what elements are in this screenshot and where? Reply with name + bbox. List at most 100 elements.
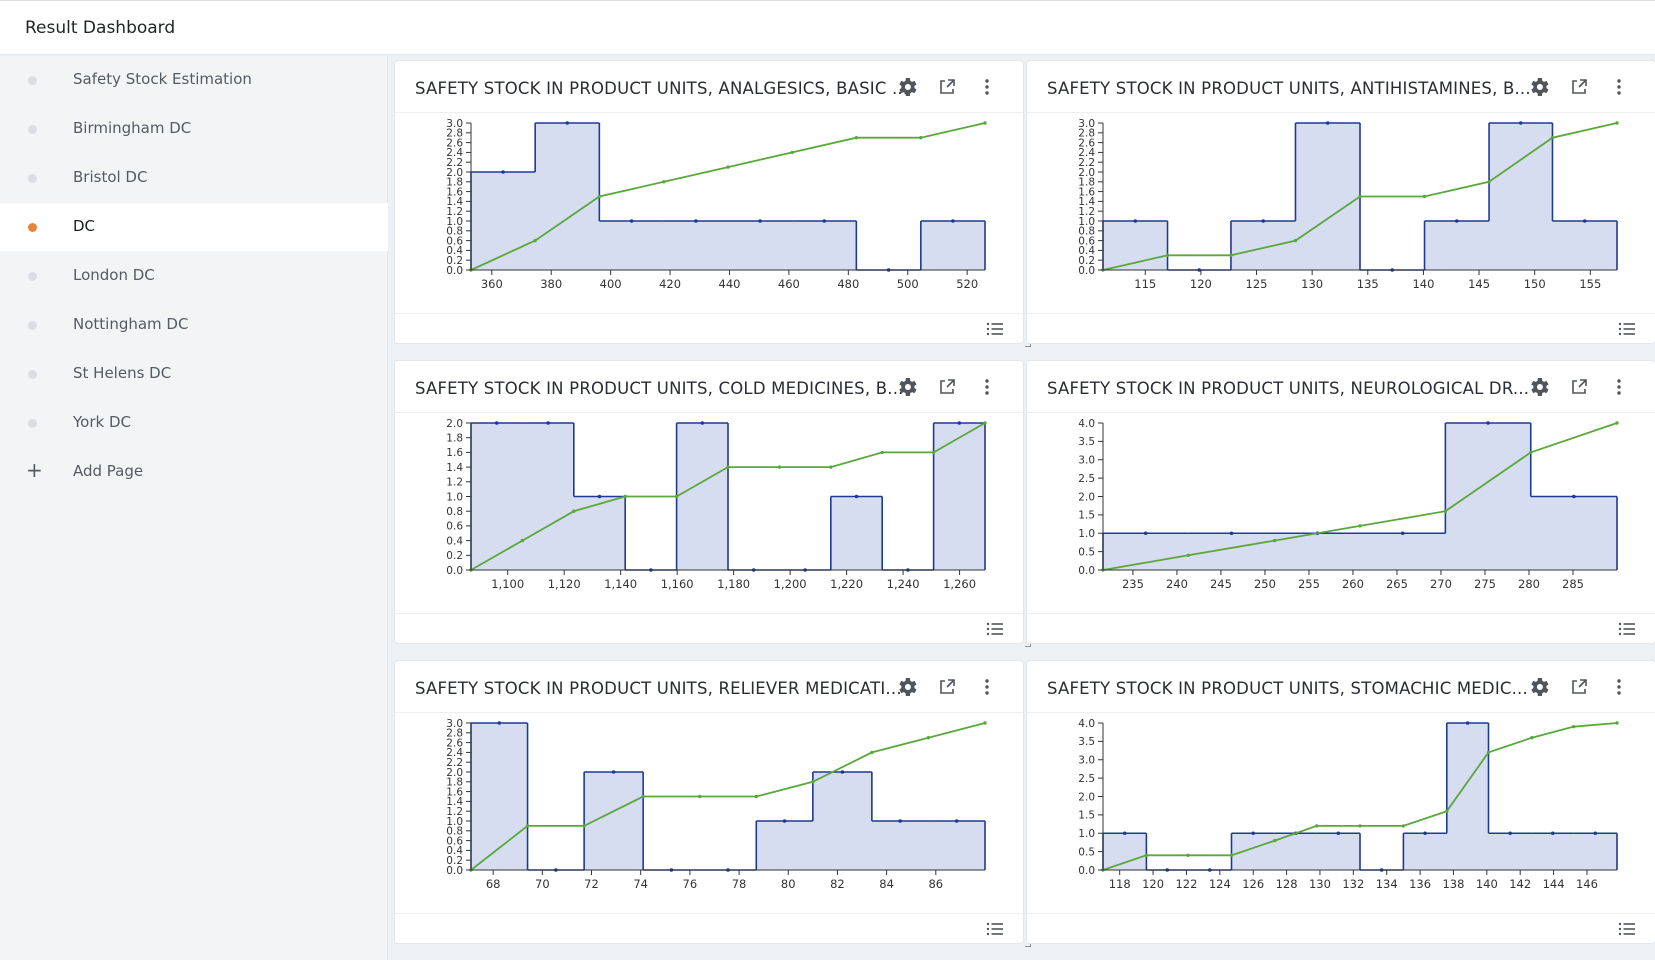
x-tick-label: 140 bbox=[1476, 877, 1498, 891]
cumulative-point bbox=[1571, 724, 1576, 729]
x-tick-label: 140 bbox=[1412, 277, 1434, 291]
x-tick-label: 255 bbox=[1298, 577, 1320, 591]
list-icon[interactable] bbox=[985, 319, 1005, 339]
x-tick-label: 400 bbox=[600, 277, 622, 291]
x-tick-label: 280 bbox=[1518, 577, 1540, 591]
list-icon[interactable] bbox=[1617, 919, 1637, 939]
sidebar-item-dc[interactable]: DC bbox=[0, 203, 388, 251]
gear-icon[interactable] bbox=[895, 375, 919, 399]
more-vertical-icon[interactable] bbox=[975, 75, 999, 99]
y-tick-label: 0.2 bbox=[446, 255, 463, 267]
gear-icon[interactable] bbox=[895, 75, 919, 99]
cumulative-point bbox=[1186, 553, 1191, 557]
sidebar-item-label: Safety Stock Estimation bbox=[73, 70, 252, 88]
expand-icon[interactable] bbox=[1567, 75, 1591, 99]
panel-title: SAFETY STOCK IN PRODUCT UNITS, ANALGESIC… bbox=[415, 79, 909, 98]
sidebar-item-label: Nottingham DC bbox=[73, 315, 189, 333]
x-tick-label: 460 bbox=[778, 277, 800, 291]
chart-panel: SAFETY STOCK IN PRODUCT UNITS, ANTIHISTA… bbox=[1027, 61, 1655, 343]
more-vertical-icon[interactable] bbox=[1607, 75, 1631, 99]
expand-icon[interactable] bbox=[1567, 675, 1591, 699]
x-tick-label: 480 bbox=[837, 277, 859, 291]
y-tick-label: 0.8 bbox=[446, 506, 463, 518]
histogram-bin bbox=[583, 770, 644, 870]
x-tick-label: 144 bbox=[1543, 877, 1565, 891]
x-tick-label: 1,160 bbox=[661, 577, 694, 591]
more-vertical-icon[interactable] bbox=[1607, 375, 1631, 399]
more-vertical-icon[interactable] bbox=[1607, 675, 1631, 699]
gear-icon[interactable] bbox=[1527, 675, 1551, 699]
more-vertical-icon[interactable] bbox=[975, 375, 999, 399]
x-tick-label: 440 bbox=[719, 277, 741, 291]
list-icon[interactable] bbox=[1617, 319, 1637, 339]
expand-icon[interactable] bbox=[1567, 375, 1591, 399]
y-tick-label: 3.0 bbox=[446, 118, 463, 130]
x-tick-label: 260 bbox=[1342, 577, 1364, 591]
sidebar-item-nottingham-dc[interactable]: Nottingham DC bbox=[0, 301, 388, 349]
cumulative-point bbox=[1273, 838, 1277, 843]
gear-icon[interactable] bbox=[1527, 75, 1551, 99]
add-page-button[interactable]: + Add Page bbox=[0, 448, 388, 496]
expand-icon[interactable] bbox=[935, 375, 959, 399]
y-tick-label: 2.6 bbox=[446, 137, 463, 149]
chart-svg: 360 380 400 420 440 460 480 500 520 0.00.20.40.60… bbox=[446, 118, 987, 291]
x-tick-label: 120 bbox=[1190, 277, 1212, 291]
y-tick-label: 2.2 bbox=[1078, 157, 1095, 169]
y-tick-label: 0.6 bbox=[446, 235, 463, 247]
cumulative-point bbox=[1358, 194, 1362, 199]
sidebar-item-birmingham-dc[interactable]: Birmingham DC bbox=[0, 105, 388, 153]
cumulative-point bbox=[525, 824, 530, 828]
y-tick-label: 2.5 bbox=[1078, 773, 1095, 785]
y-tick-label: 1.6 bbox=[1078, 186, 1095, 198]
resize-handle[interactable] bbox=[1025, 941, 1031, 947]
sidebar-item-bristol-dc[interactable]: Bristol DC bbox=[0, 154, 388, 202]
cumulative-point bbox=[1615, 421, 1619, 425]
cumulative-point bbox=[1486, 750, 1491, 755]
expand-icon[interactable] bbox=[935, 75, 959, 99]
cumulative-point bbox=[520, 538, 525, 543]
histogram-bin bbox=[1402, 831, 1447, 870]
resize-handle[interactable] bbox=[1025, 641, 1031, 647]
x-tick-label: 1,140 bbox=[604, 577, 637, 591]
histogram-bin bbox=[1166, 221, 1231, 272]
chart-panel: SAFETY STOCK IN PRODUCT UNITS, ANALGESIC… bbox=[395, 61, 1031, 347]
y-tick-label: 1.8 bbox=[446, 433, 463, 445]
gear-icon[interactable] bbox=[1527, 375, 1551, 399]
more-vertical-icon[interactable] bbox=[975, 675, 999, 699]
expand-icon[interactable] bbox=[935, 675, 959, 699]
histogram-area bbox=[471, 123, 985, 270]
sidebar: Safety Stock Estimation Birmingham DC Br… bbox=[0, 56, 388, 960]
x-tick-label: 360 bbox=[481, 277, 503, 291]
y-tick-label: 1.4 bbox=[1078, 196, 1095, 208]
y-tick-label: 3.0 bbox=[446, 718, 463, 730]
gear-icon[interactable] bbox=[895, 675, 919, 699]
panel-footer bbox=[1027, 313, 1655, 343]
y-tick-label: 2.0 bbox=[1078, 491, 1095, 503]
sidebar-item-york-dc[interactable]: York DC bbox=[0, 399, 388, 447]
y-tick-label: 1.6 bbox=[446, 186, 463, 198]
y-tick-label: 2.5 bbox=[1078, 473, 1095, 485]
cumulative-point bbox=[983, 721, 987, 725]
resize-handle[interactable] bbox=[1025, 341, 1031, 347]
list-icon[interactable] bbox=[1617, 619, 1637, 639]
x-tick-label: 84 bbox=[879, 877, 894, 891]
panel-footer bbox=[1027, 613, 1655, 643]
y-tick-label: 2.4 bbox=[446, 747, 463, 759]
cumulative-point bbox=[983, 121, 987, 125]
sidebar-item-safety-stock-estimation[interactable]: Safety Stock Estimation bbox=[0, 56, 388, 104]
sidebar-item-london-dc[interactable]: London DC bbox=[0, 252, 388, 300]
list-icon[interactable] bbox=[985, 919, 1005, 939]
sidebar-item-st-helens-dc[interactable]: St Helens DC bbox=[0, 350, 388, 398]
page-status-dot bbox=[28, 272, 37, 281]
y-tick-label: 1.5 bbox=[1078, 510, 1095, 522]
x-tick-label: 72 bbox=[584, 877, 599, 891]
histogram-bin bbox=[1316, 831, 1360, 836]
list-icon[interactable] bbox=[985, 619, 1005, 639]
histogram-bin bbox=[1294, 121, 1360, 221]
y-tick-label: 1.0 bbox=[1078, 528, 1095, 540]
x-tick-label: 285 bbox=[1562, 577, 1584, 591]
y-tick-label: 2.4 bbox=[446, 147, 463, 159]
y-tick-label: 3.0 bbox=[1078, 455, 1095, 467]
histogram-chart: 360 380 400 420 440 460 480 500 520 0.0 0.2 0.4 0.6 0… bbox=[395, 113, 1023, 313]
histogram-area bbox=[471, 723, 985, 870]
